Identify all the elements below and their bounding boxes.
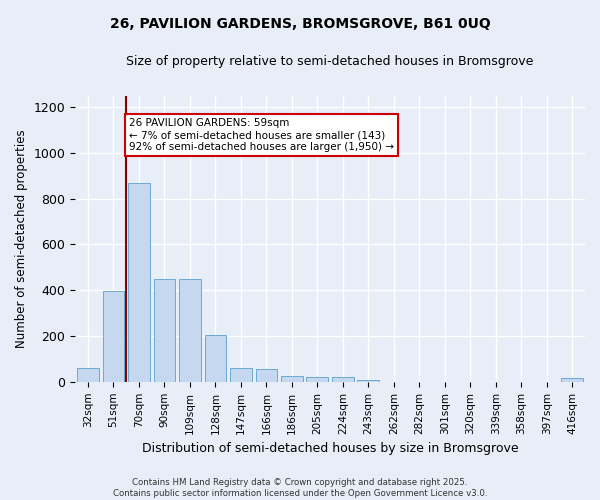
Bar <box>281 376 302 382</box>
Title: Size of property relative to semi-detached houses in Bromsgrove: Size of property relative to semi-detach… <box>127 55 534 68</box>
Y-axis label: Number of semi-detached properties: Number of semi-detached properties <box>15 130 28 348</box>
X-axis label: Distribution of semi-detached houses by size in Bromsgrove: Distribution of semi-detached houses by … <box>142 442 518 455</box>
Bar <box>205 335 226 382</box>
Bar <box>179 279 201 382</box>
Bar <box>307 377 328 382</box>
Text: 26 PAVILION GARDENS: 59sqm
← 7% of semi-detached houses are smaller (143)
92% of: 26 PAVILION GARDENS: 59sqm ← 7% of semi-… <box>128 118 394 152</box>
Text: Contains HM Land Registry data © Crown copyright and database right 2025.
Contai: Contains HM Land Registry data © Crown c… <box>113 478 487 498</box>
Bar <box>154 279 175 382</box>
Text: 26, PAVILION GARDENS, BROMSGROVE, B61 0UQ: 26, PAVILION GARDENS, BROMSGROVE, B61 0U… <box>110 18 490 32</box>
Bar <box>77 368 99 382</box>
Bar <box>562 378 583 382</box>
Bar <box>358 380 379 382</box>
Bar <box>256 369 277 382</box>
Bar <box>230 368 251 382</box>
Bar <box>128 182 150 382</box>
Bar <box>103 292 124 382</box>
Bar <box>332 377 353 382</box>
